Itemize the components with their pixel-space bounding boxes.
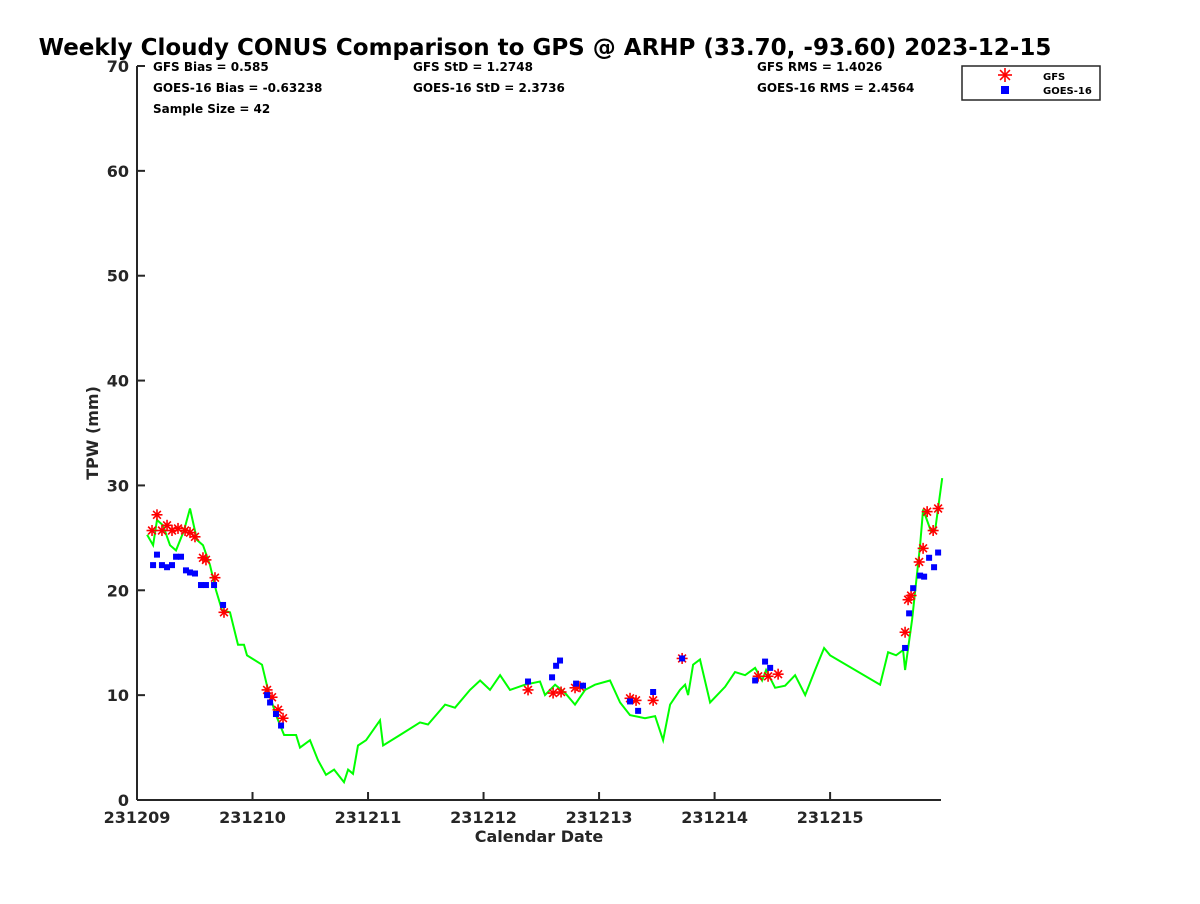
goes-point xyxy=(278,722,285,729)
goes-point xyxy=(158,562,165,569)
goes-point xyxy=(173,553,180,560)
goes-point xyxy=(553,662,560,669)
gfs-series xyxy=(146,502,944,724)
goes-point xyxy=(910,585,917,592)
goes-point xyxy=(931,564,938,571)
goes-point xyxy=(906,610,913,617)
goes-point xyxy=(264,692,271,699)
goes-point xyxy=(926,554,933,561)
x-tick-label: 231209 xyxy=(104,808,171,827)
gfs-point xyxy=(630,694,642,706)
goes-point xyxy=(935,549,942,556)
goes-point xyxy=(191,570,198,577)
goes-point xyxy=(187,569,194,576)
gfs-point xyxy=(913,556,925,568)
stat-goes-std: GOES-16 StD = 2.3736 xyxy=(413,81,565,95)
goes-point xyxy=(169,562,176,569)
gfs-point xyxy=(917,542,929,554)
goes-point xyxy=(921,573,928,580)
gfs-point xyxy=(905,590,917,602)
gfs-point xyxy=(151,509,163,521)
stat-gfs-bias: GFS Bias = 0.585 xyxy=(153,60,269,74)
gfs-point xyxy=(772,668,784,680)
x-tick-label: 231215 xyxy=(797,808,864,827)
gfs-point xyxy=(200,554,212,566)
gfs-point xyxy=(921,506,933,518)
goes-point xyxy=(164,564,171,571)
y-tick-label: 40 xyxy=(107,372,129,391)
y-tick-label: 20 xyxy=(107,581,129,600)
goes-point xyxy=(635,707,642,714)
gfs-point xyxy=(146,525,158,537)
y-tick-label: 70 xyxy=(107,57,129,76)
legend-goes-marker xyxy=(1001,86,1009,94)
goes-point xyxy=(182,567,189,574)
goes-point xyxy=(272,711,279,718)
stat-gfs-rms: GFS RMS = 1.4026 xyxy=(757,60,882,74)
stat-goes-rms: GOES-16 RMS = 2.4564 xyxy=(757,81,914,95)
chart-title: Weekly Cloudy CONUS Comparison to GPS @ … xyxy=(39,35,1052,61)
gfs-point xyxy=(209,572,221,584)
goes-point xyxy=(202,582,209,589)
goes-point xyxy=(580,682,587,689)
goes-point xyxy=(762,658,769,665)
y-tick-label: 60 xyxy=(107,162,129,181)
y-tick-label: 50 xyxy=(107,267,129,286)
goes-point xyxy=(150,562,157,569)
stat-gfs-std: GFS StD = 1.2748 xyxy=(413,60,533,74)
gfs-point xyxy=(899,626,911,638)
x-tick-label: 231213 xyxy=(566,808,633,827)
gfs-point xyxy=(762,670,774,682)
x-tick-label: 231214 xyxy=(681,808,748,827)
goes-point xyxy=(627,698,634,705)
gfs-point xyxy=(932,502,944,514)
stat-sample-size: Sample Size = 42 xyxy=(153,102,270,116)
goes-point xyxy=(767,664,774,671)
goes-point xyxy=(917,572,924,579)
gfs-point xyxy=(555,686,567,698)
gfs-point xyxy=(189,531,201,543)
gfs-point xyxy=(522,684,534,696)
gps-line xyxy=(146,477,944,785)
legend-gfs-label: GFS xyxy=(1043,72,1065,83)
y-axis-label: TPW (mm) xyxy=(83,386,102,480)
goes-point xyxy=(153,551,160,558)
gfs-point xyxy=(277,712,289,724)
goes-point xyxy=(178,553,185,560)
stat-goes-bias: GOES-16 Bias = -0.63238 xyxy=(153,81,322,95)
goes-point xyxy=(220,601,227,608)
goes-point xyxy=(211,582,218,589)
y-tick-label: 10 xyxy=(107,686,129,705)
gfs-point xyxy=(218,606,230,618)
goes-point xyxy=(557,657,564,664)
goes-point xyxy=(573,680,580,687)
gfs-point xyxy=(547,687,559,699)
goes-point xyxy=(267,699,274,706)
goes-point xyxy=(525,678,532,685)
stats-block: GFS Bias = 0.585 GOES-16 Bias = -0.63238… xyxy=(153,60,914,116)
goes-point xyxy=(679,655,686,662)
goes-point xyxy=(902,644,909,651)
x-tick-label: 231212 xyxy=(450,808,517,827)
y-tick-label: 0 xyxy=(118,791,129,810)
legend-gfs-star xyxy=(998,68,1012,82)
gfs-point xyxy=(927,525,939,537)
x-axis-label: Calendar Date xyxy=(475,827,604,846)
y-tick-label: 30 xyxy=(107,476,129,495)
gfs-point xyxy=(647,694,659,706)
legend: GFS GOES-16 xyxy=(961,65,1101,101)
goes-series xyxy=(150,549,942,729)
goes-point xyxy=(752,677,759,684)
gps-series xyxy=(146,477,944,785)
x-tick-label: 231211 xyxy=(335,808,402,827)
x-tick-label: 231210 xyxy=(219,808,286,827)
legend-gfs-marker xyxy=(998,68,1012,82)
legend-goes-label: GOES-16 xyxy=(1043,86,1092,97)
goes-point xyxy=(549,674,556,681)
goes-point xyxy=(197,582,204,589)
goes-point xyxy=(650,688,657,695)
